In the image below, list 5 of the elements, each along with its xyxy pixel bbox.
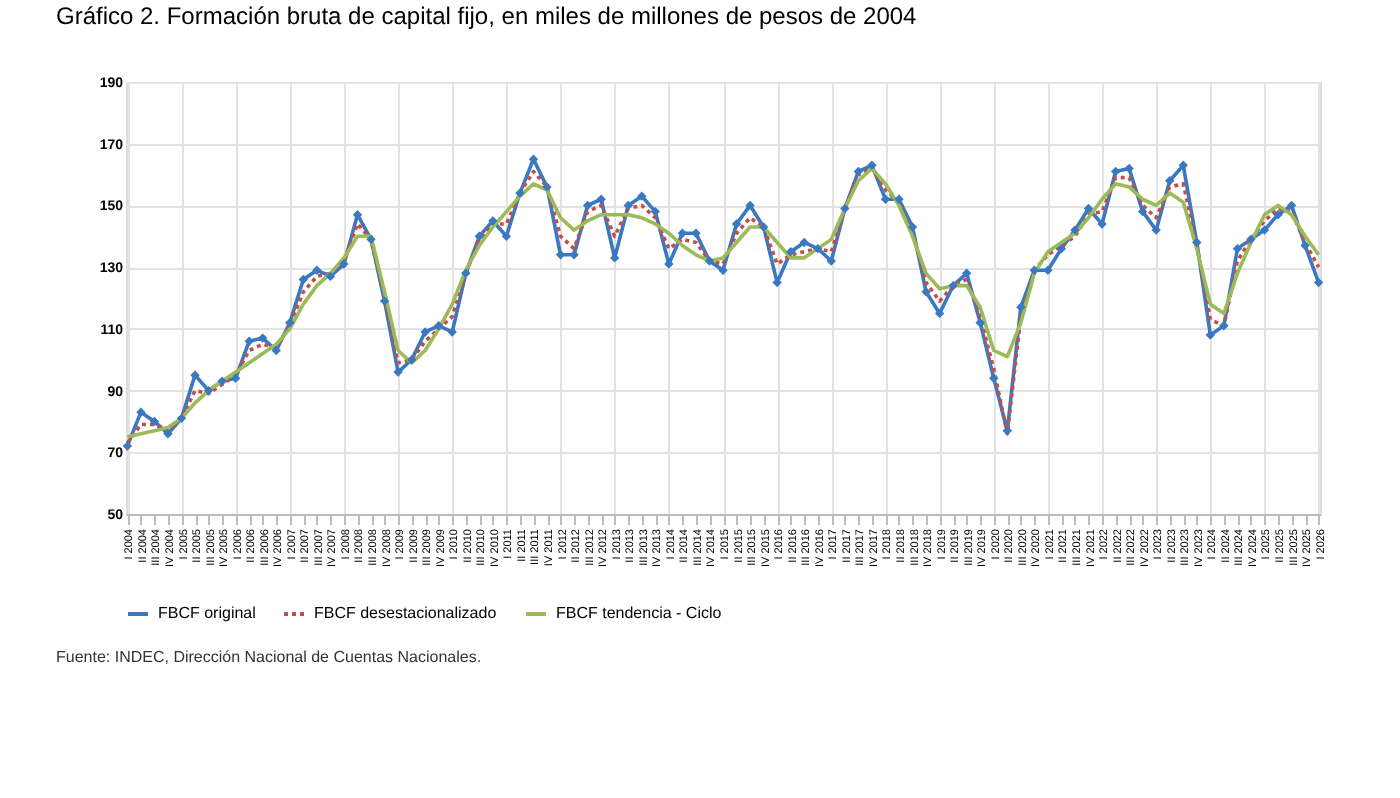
legend-label: FBCF desestacionalizado (314, 604, 498, 622)
legend-label: FBCF tendencia - Ciclo (556, 604, 723, 622)
chart-title: Gráfico 2. Formación bruta de capital fijo, en miles de millones de pesos de 2004 (56, 2, 918, 30)
legend-label: FBCF original (158, 604, 257, 622)
source-note: Fuente: INDEC, Dirección Nacional de Cuentas Nacionales. (56, 648, 482, 666)
